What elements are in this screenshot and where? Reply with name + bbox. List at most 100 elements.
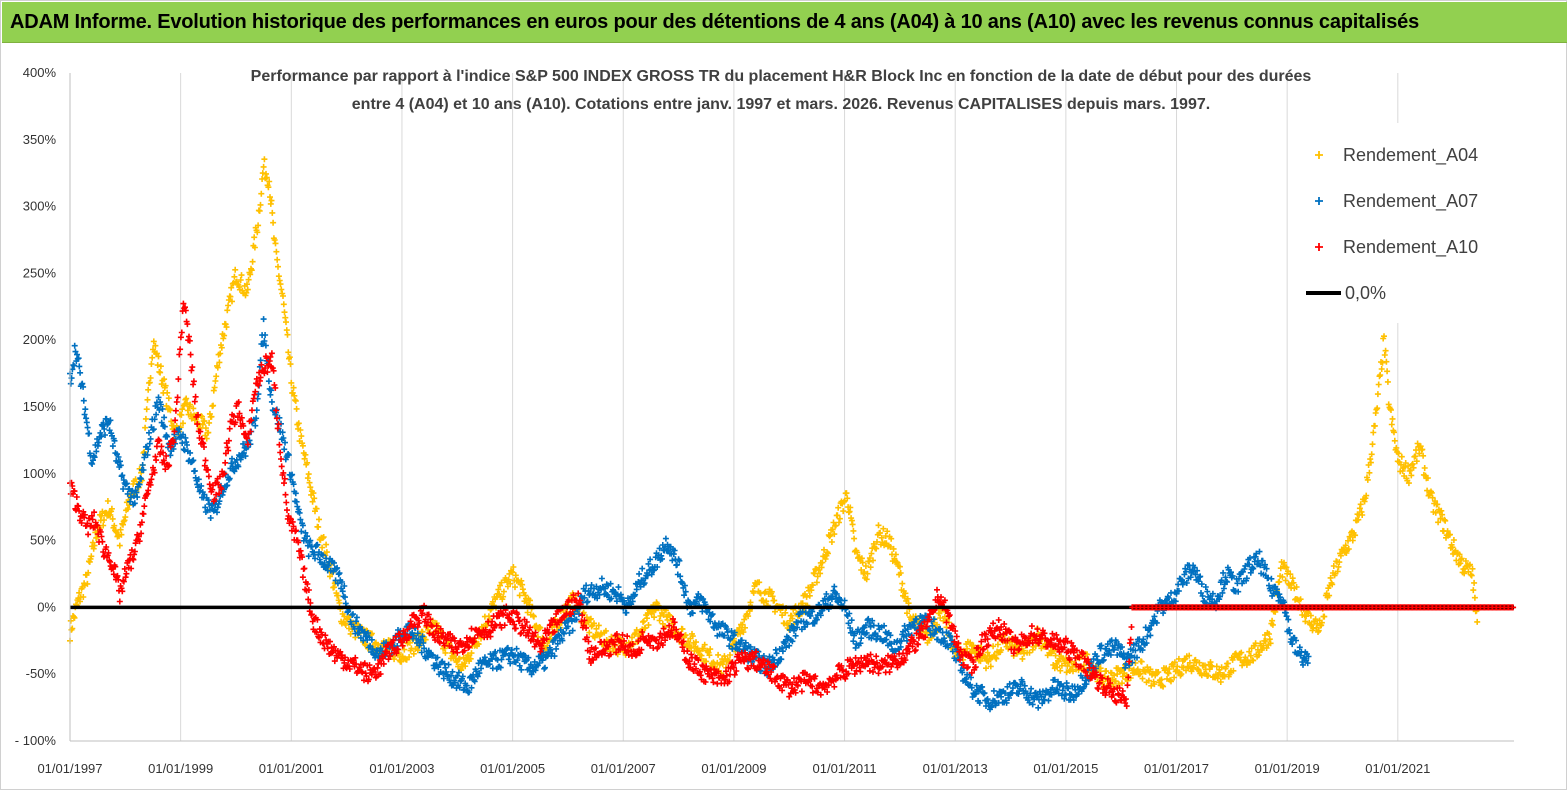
data-point xyxy=(666,611,673,618)
data-point xyxy=(984,696,991,702)
data-point xyxy=(587,615,594,622)
data-point xyxy=(149,354,156,361)
data-point xyxy=(160,449,166,456)
data-point xyxy=(121,565,128,572)
data-point xyxy=(142,415,149,422)
data-point xyxy=(270,367,277,374)
data-point xyxy=(868,635,875,642)
data-point xyxy=(202,425,209,432)
data-point xyxy=(673,626,680,633)
data-point xyxy=(867,564,874,571)
data-point xyxy=(275,273,282,280)
data-point xyxy=(848,617,855,624)
data-point xyxy=(637,583,644,590)
data-point xyxy=(1202,584,1209,590)
data-point xyxy=(377,671,384,677)
data-point xyxy=(1106,647,1113,654)
data-point xyxy=(873,545,880,552)
data-point xyxy=(720,673,727,680)
data-point xyxy=(1052,642,1059,649)
data-point xyxy=(323,549,330,556)
data-point xyxy=(532,629,539,636)
data-point xyxy=(867,623,874,630)
data-point xyxy=(1039,700,1046,707)
data-point xyxy=(171,428,178,435)
data-point xyxy=(249,407,255,414)
data-point xyxy=(551,653,558,660)
data-point xyxy=(425,611,432,618)
data-point xyxy=(108,505,115,512)
data-point xyxy=(291,392,298,399)
data-point xyxy=(1410,464,1417,471)
data-point xyxy=(988,703,995,710)
data-point xyxy=(747,599,754,606)
data-point xyxy=(611,641,618,648)
data-point xyxy=(638,646,645,653)
data-point xyxy=(166,462,173,469)
data-point xyxy=(1070,697,1077,704)
data-point xyxy=(818,564,825,571)
data-point xyxy=(78,520,85,526)
data-point xyxy=(456,655,463,662)
data-point xyxy=(654,564,661,570)
data-point xyxy=(261,338,268,344)
data-point xyxy=(98,533,105,540)
data-point xyxy=(750,589,757,596)
data-point xyxy=(194,421,201,428)
data-point xyxy=(128,565,135,572)
data-point xyxy=(468,650,475,657)
data-point xyxy=(1407,467,1414,473)
data-point xyxy=(1103,668,1110,674)
data-point xyxy=(722,676,729,683)
data-point xyxy=(433,622,440,629)
data-point xyxy=(157,369,164,376)
data-point xyxy=(273,415,280,422)
data-point xyxy=(1391,429,1397,436)
data-point xyxy=(1315,627,1322,634)
data-point xyxy=(1056,648,1063,655)
data-point xyxy=(660,625,667,632)
data-point xyxy=(290,384,297,391)
data-point xyxy=(507,660,514,667)
data-point xyxy=(814,689,821,696)
data-point xyxy=(576,611,582,618)
data-point xyxy=(353,614,360,621)
data-point xyxy=(1164,675,1170,682)
data-point xyxy=(201,491,208,498)
data-point xyxy=(602,650,609,657)
data-point xyxy=(1435,519,1442,526)
data-point xyxy=(573,616,580,623)
data-point xyxy=(156,437,163,444)
data-point xyxy=(120,578,127,585)
data-point xyxy=(411,621,418,628)
data-point xyxy=(226,475,233,482)
data-point xyxy=(459,673,466,680)
data-point xyxy=(841,597,848,604)
data-point xyxy=(520,627,527,634)
data-point xyxy=(156,407,163,413)
data-point xyxy=(283,319,289,326)
data-point xyxy=(1123,703,1130,710)
data-point xyxy=(153,411,160,418)
data-point xyxy=(1028,623,1035,630)
data-point xyxy=(94,442,101,449)
data-point xyxy=(1285,616,1292,623)
data-point xyxy=(500,593,507,600)
data-point xyxy=(387,653,394,660)
data-point xyxy=(1116,685,1123,691)
data-point xyxy=(629,598,636,605)
data-point xyxy=(396,631,403,638)
data-point xyxy=(1172,598,1179,605)
data-point xyxy=(874,538,880,545)
data-point xyxy=(256,207,263,214)
data-point xyxy=(788,612,795,619)
data-point xyxy=(902,590,909,597)
data-point xyxy=(1054,636,1061,643)
data-point xyxy=(1061,644,1068,651)
data-point xyxy=(711,660,718,667)
data-point xyxy=(1217,669,1223,676)
data-point xyxy=(325,562,332,569)
data-point xyxy=(1165,595,1172,601)
data-point xyxy=(1001,621,1008,627)
data-point xyxy=(1250,565,1257,572)
